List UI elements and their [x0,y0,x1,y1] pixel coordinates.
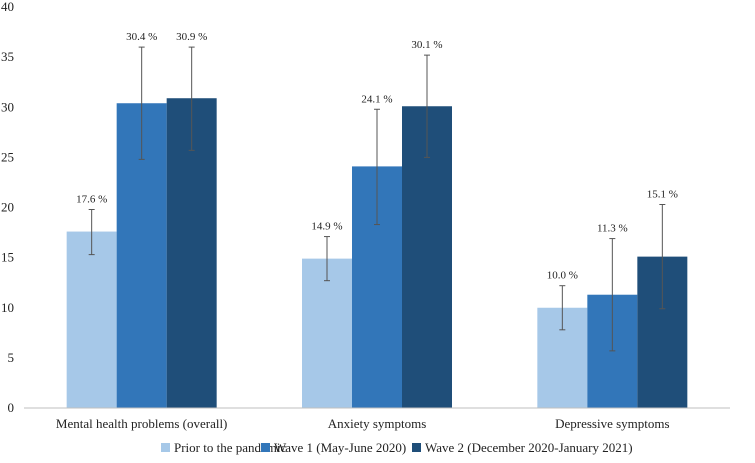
category-label-2: Anxiety symptoms [328,416,427,431]
y-tick-label-15: 15 [1,250,14,265]
bar-series1-cat2 [302,258,352,408]
legend-swatch-series3 [412,443,421,452]
y-tick-label-35: 35 [1,49,14,64]
data-label-series2-cat1: 30.4 % [126,31,157,43]
bar-series1-cat1 [66,231,117,408]
data-label-series2-cat2: 24.1 % [361,93,392,105]
category-label-1: Mental health problems (overall) [56,416,227,431]
data-label-series1-cat2: 14.9 % [311,221,342,233]
legend-swatch-series1 [161,443,170,452]
data-labels-group: 17.6 % 30.4 % 30.9 % 14.9 % 24.1 % 30.1 % 10.0… [76,31,678,282]
y-tick-label-20: 20 [1,200,14,215]
y-tick-label-25: 25 [1,149,14,164]
legend-label-series3: Wave 2 (December 2020-January 2021) [425,440,633,455]
legend-label-series1: Prior to the pandemic [174,440,287,455]
category-label-3: Depressive symptoms [555,416,669,431]
legend-swatch-series2 [261,443,270,452]
error-bars-group [88,46,666,352]
data-label-series2-cat3: 11.3 % [597,223,628,235]
bars-group [66,98,688,409]
y-axis: 0 5 10 15 20 25 30 35 40 [1,0,14,415]
x-axis: Mental health problems (overall) Anxiety … [24,407,730,431]
y-tick-label-5: 5 [8,350,15,365]
data-label-series1-cat1: 17.6 % [76,194,107,206]
y-tick-label-0: 0 [8,400,15,415]
y-tick-label-30: 30 [1,99,14,114]
y-tick-label-10: 10 [1,300,14,315]
data-label-series3-cat3: 15.1 % [647,188,678,200]
y-tick-label-40: 40 [1,0,14,14]
data-label-series3-cat2: 30.1 % [411,39,442,51]
data-label-series3-cat1: 30.9 % [176,31,207,43]
legend-label-series2: Wave 1 (May-June 2020) [274,440,406,455]
data-label-series1-cat3: 10.0 % [547,270,578,282]
